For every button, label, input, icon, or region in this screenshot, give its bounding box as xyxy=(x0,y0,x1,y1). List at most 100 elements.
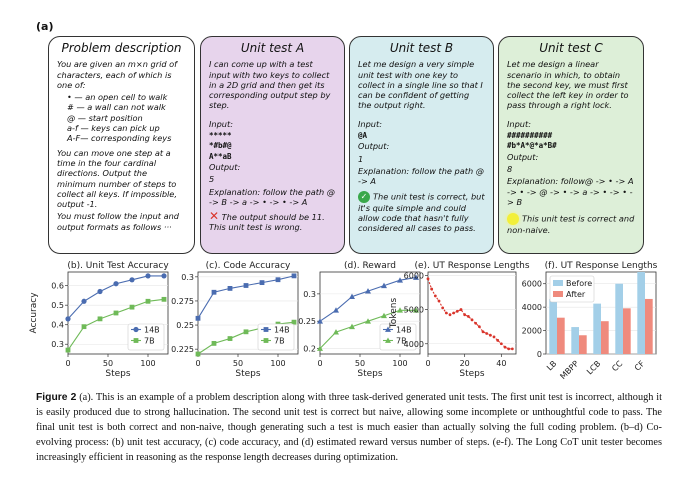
point-marker xyxy=(195,315,201,321)
x-tick-label: 40 xyxy=(496,359,506,368)
point-marker xyxy=(381,282,387,289)
point-marker xyxy=(195,351,201,357)
legend-label: 14B xyxy=(396,326,412,335)
x-tick-label: 100 xyxy=(392,359,407,368)
x-tick-label: 50 xyxy=(233,359,243,368)
legend-label: After xyxy=(566,290,586,299)
point-marker xyxy=(211,340,217,346)
point-marker xyxy=(129,304,135,310)
legend-label: 14B xyxy=(144,326,160,335)
point-marker xyxy=(365,318,371,324)
chart-title: (d). Reward xyxy=(344,261,396,271)
legend-list: • — an open cell to walk # — a wall can … xyxy=(57,92,186,143)
chart-title: (c). Code Accuracy xyxy=(206,261,291,271)
input-line: ***** xyxy=(209,131,232,141)
point-marker xyxy=(81,298,87,304)
legend-item: A-F— corresponding keys xyxy=(67,133,172,144)
point-marker xyxy=(385,337,391,343)
y-axis-label: Tokens xyxy=(389,298,399,330)
plot-frame xyxy=(427,271,517,355)
y-tick-label: 4000 xyxy=(522,303,542,312)
y-tick-label: 0.3 xyxy=(303,290,316,299)
x-tick-label: MBPP xyxy=(558,359,580,381)
bar xyxy=(549,298,557,354)
point-marker xyxy=(413,274,419,280)
point-marker xyxy=(333,329,339,335)
chart-title: (e). UT Response Lengths xyxy=(414,261,529,271)
output-label: Output: xyxy=(358,141,390,152)
cross-mark-icon: ✕ xyxy=(209,209,220,224)
point-marker xyxy=(433,294,437,298)
point-marker xyxy=(243,283,249,288)
point-marker xyxy=(145,298,151,304)
point-marker xyxy=(510,347,514,351)
point-marker xyxy=(133,326,139,333)
point-marker xyxy=(211,289,217,295)
card-title: Unit test A xyxy=(240,41,305,55)
series-line xyxy=(427,278,513,350)
input-line: *#b#@ xyxy=(209,141,232,151)
point-marker xyxy=(227,286,233,291)
point-marker xyxy=(81,324,87,330)
point-marker xyxy=(291,319,297,325)
bar xyxy=(593,303,601,354)
bar xyxy=(601,321,609,354)
y-tick-label: 6000 xyxy=(404,271,424,280)
x-axis-label: Steps xyxy=(459,369,484,379)
legend-item: • — an open cell to walk xyxy=(67,92,168,103)
caption-text: (a). This is an example of a problem des… xyxy=(36,392,662,463)
point-marker xyxy=(113,281,119,287)
output-value: 8 xyxy=(507,163,513,174)
bar xyxy=(645,298,653,354)
x-tick-label: 0 xyxy=(425,359,430,368)
point-marker xyxy=(381,312,387,319)
point-marker xyxy=(97,316,103,322)
x-tick-label: 100 xyxy=(140,359,155,368)
point-marker xyxy=(259,280,265,286)
legend-label: 7B xyxy=(274,337,285,346)
point-marker xyxy=(145,273,151,279)
point-marker xyxy=(485,332,489,335)
unit-test-b-card: Unit test B Let me design a very simple … xyxy=(349,36,494,254)
x-axis-label: Steps xyxy=(357,369,382,379)
charts-row: (b). Unit Test Accuracy 0.3 0.4 0.5 0.6 Accur… xyxy=(29,261,658,381)
point-marker xyxy=(466,315,470,318)
point-marker xyxy=(291,273,297,279)
point-marker xyxy=(481,330,485,334)
y-tick-label: 0.25 xyxy=(176,321,194,330)
legend-label: 7B xyxy=(144,337,155,346)
problem-body: You can move one step at a time in the f… xyxy=(57,147,177,210)
input-label: Input: xyxy=(358,118,382,129)
point-marker xyxy=(413,307,419,313)
point-marker xyxy=(275,277,281,283)
point-marker xyxy=(65,316,71,322)
legend-label: 14B xyxy=(274,326,290,335)
verdict: The unit test is correct, but it's quite… xyxy=(358,191,485,234)
point-marker xyxy=(496,338,500,342)
point-marker xyxy=(448,313,452,317)
point-marker xyxy=(349,323,355,330)
point-marker xyxy=(385,326,391,332)
x-tick-label: 20 xyxy=(460,359,470,368)
legend-item: @ — start position xyxy=(67,112,143,123)
chart-title: (b). Unit Test Accuracy xyxy=(67,261,169,271)
point-marker xyxy=(129,277,135,283)
point-marker xyxy=(161,273,167,279)
y-tick-label: 5000 xyxy=(404,306,424,315)
x-tick-label: LB xyxy=(545,359,558,372)
bar xyxy=(623,308,631,354)
point-marker xyxy=(492,335,496,339)
unit-test-c-card: Unit test C Let me design a linear scena… xyxy=(498,36,644,254)
point-marker xyxy=(397,277,403,283)
point-marker xyxy=(97,288,103,295)
point-marker xyxy=(161,296,167,302)
x-axis-label: Steps xyxy=(105,369,130,379)
y-tick-label: 0.275 xyxy=(171,297,194,306)
point-marker xyxy=(463,313,467,317)
explanation: Explanation: follow@ -> • -> A -> • -> @… xyxy=(507,176,634,207)
point-marker xyxy=(503,345,507,349)
point-marker xyxy=(455,309,459,313)
verdict: This unit test is correct and non-naive. xyxy=(507,213,635,236)
point-marker xyxy=(349,293,355,299)
point-marker xyxy=(507,347,511,351)
